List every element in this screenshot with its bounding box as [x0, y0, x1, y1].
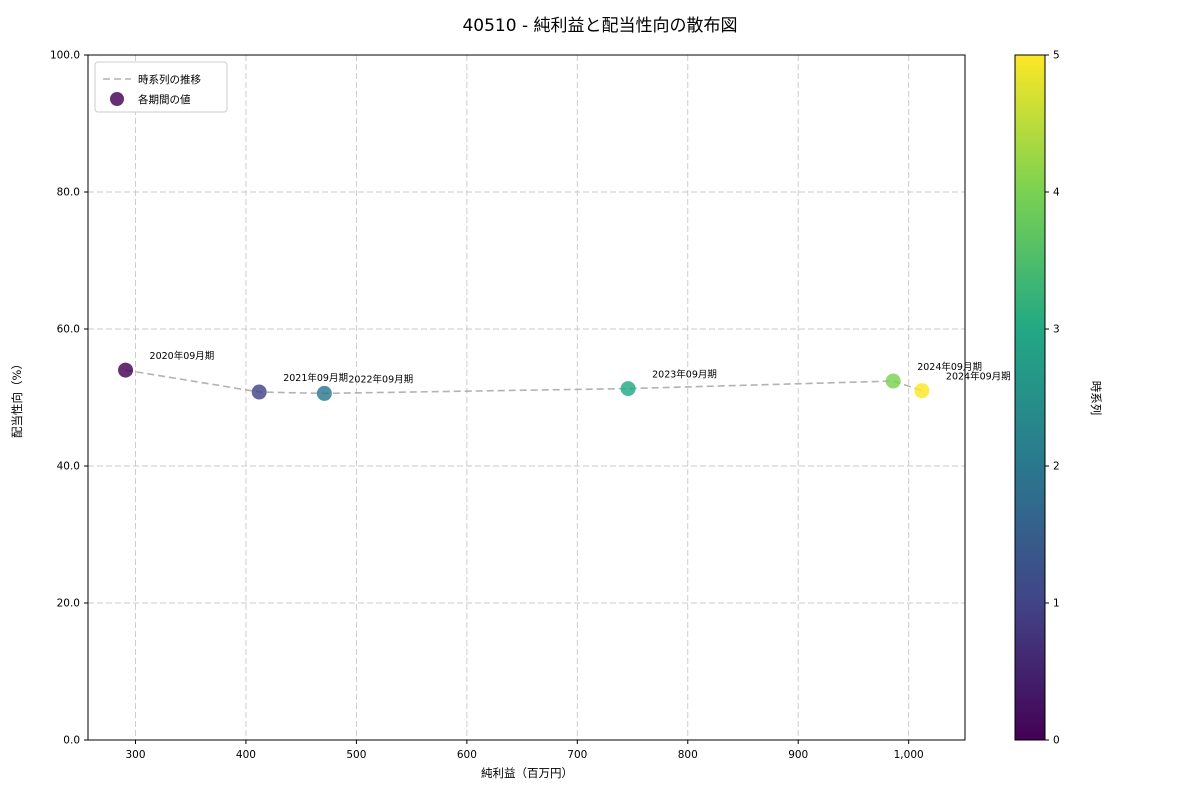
- colorbar-tick-label: 0: [1053, 735, 1060, 747]
- y-tick-label: 60.0: [57, 324, 80, 336]
- trend-line: [125, 369, 923, 395]
- x-tick-label: 1,000: [894, 749, 924, 761]
- x-tick-label: 600: [457, 749, 477, 761]
- point-annotation: 2024年09月期: [946, 371, 1011, 383]
- colorbar-label: 時系列: [1089, 381, 1103, 416]
- y-tick-label: 80.0: [57, 187, 80, 199]
- colorbar-tick-label: 1: [1053, 598, 1060, 610]
- legend-line-label: 時系列の推移: [138, 73, 201, 86]
- chart-layer: 300 400 500 600 700 800 900 1,000 0.0 20.0 40.0 60.…: [50, 50, 1060, 762]
- point-annotation: 2023年09月期: [652, 369, 717, 381]
- y-tick-label: 100.0: [50, 50, 80, 62]
- x-axis-label: 純利益（百万円）: [481, 766, 573, 780]
- data-point: [620, 381, 636, 397]
- y-tick-label: 20.0: [57, 598, 80, 610]
- x-tick-label: 800: [678, 749, 698, 761]
- colorbar: [1014, 54, 1046, 741]
- colorbar-tick-label: 3: [1053, 324, 1060, 336]
- data-point: [885, 373, 901, 389]
- point-annotation: 2020年09月期: [150, 350, 215, 362]
- x-tick-label: 700: [567, 749, 587, 761]
- data-point: [914, 383, 930, 399]
- colorbar-tick-label: 2: [1053, 461, 1060, 473]
- data-point: [251, 384, 267, 400]
- colorbar-tick-label: 5: [1053, 50, 1060, 62]
- y-tick-label: 0.0: [63, 735, 80, 747]
- chart-title: 40510 - 純利益と配当性向の散布図: [462, 16, 737, 36]
- y-axis-label: 配当性向（%）: [10, 358, 24, 438]
- legend-box: [94, 61, 228, 113]
- legend-point-sample: [110, 92, 124, 106]
- colorbar-tick-label: 4: [1053, 187, 1060, 199]
- x-tick-label: 300: [125, 749, 145, 761]
- x-tick-label: 500: [346, 749, 366, 761]
- point-annotation: 2024年09月期: [917, 361, 982, 373]
- point-annotation: 2022年09月期: [348, 373, 413, 385]
- x-tick-label: 900: [788, 749, 808, 761]
- y-tick-label: 40.0: [57, 461, 80, 473]
- plot-border: [87, 54, 966, 741]
- data-point: [316, 385, 332, 401]
- data-point: [118, 362, 134, 378]
- x-tick-label: 400: [236, 749, 256, 761]
- legend-point-label: 各期間の値: [138, 93, 191, 106]
- point-annotation: 2021年09月期: [283, 372, 348, 384]
